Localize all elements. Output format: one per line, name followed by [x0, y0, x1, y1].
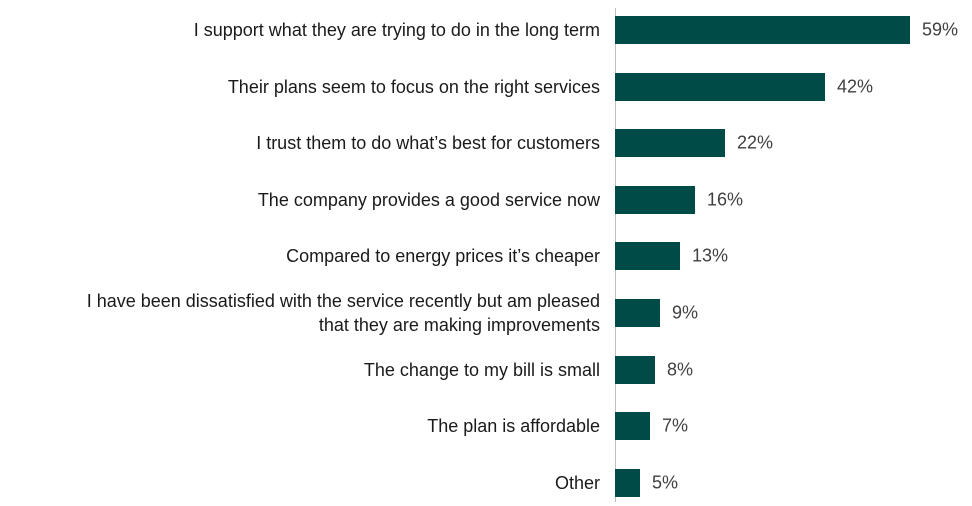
- category-label: The change to my bill is small: [363, 359, 600, 380]
- value-label: 5%: [652, 472, 679, 493]
- bar: [615, 72, 825, 101]
- value-label: 42%: [837, 76, 874, 97]
- value-label: 8%: [667, 359, 694, 380]
- bar: [615, 412, 650, 441]
- category-label: The company provides a good service now: [257, 189, 600, 210]
- category-label: The plan is affordable: [427, 416, 600, 437]
- category-label: I support what they are trying to do in …: [193, 20, 600, 40]
- category-label: Other: [554, 472, 600, 493]
- bar: [615, 242, 680, 271]
- bar: [615, 129, 725, 158]
- value-label: 16%: [707, 189, 744, 210]
- bar: [615, 299, 660, 327]
- bar: [615, 468, 640, 497]
- value-label: 7%: [662, 415, 689, 436]
- category-label: I have been dissatisfied with the servic…: [86, 291, 600, 335]
- value-label: 13%: [692, 245, 729, 266]
- category-label: I trust them to do what’s best for custo…: [256, 133, 600, 154]
- category-label: Their plans seem to focus on the right s…: [227, 76, 600, 97]
- value-label: 22%: [737, 132, 774, 153]
- value-label: 9%: [672, 302, 699, 323]
- bar: [615, 185, 695, 214]
- value-label: 59%: [922, 19, 959, 40]
- bar: [615, 16, 910, 44]
- category-label: Compared to energy prices it’s cheaper: [286, 246, 600, 267]
- bar: [615, 355, 655, 384]
